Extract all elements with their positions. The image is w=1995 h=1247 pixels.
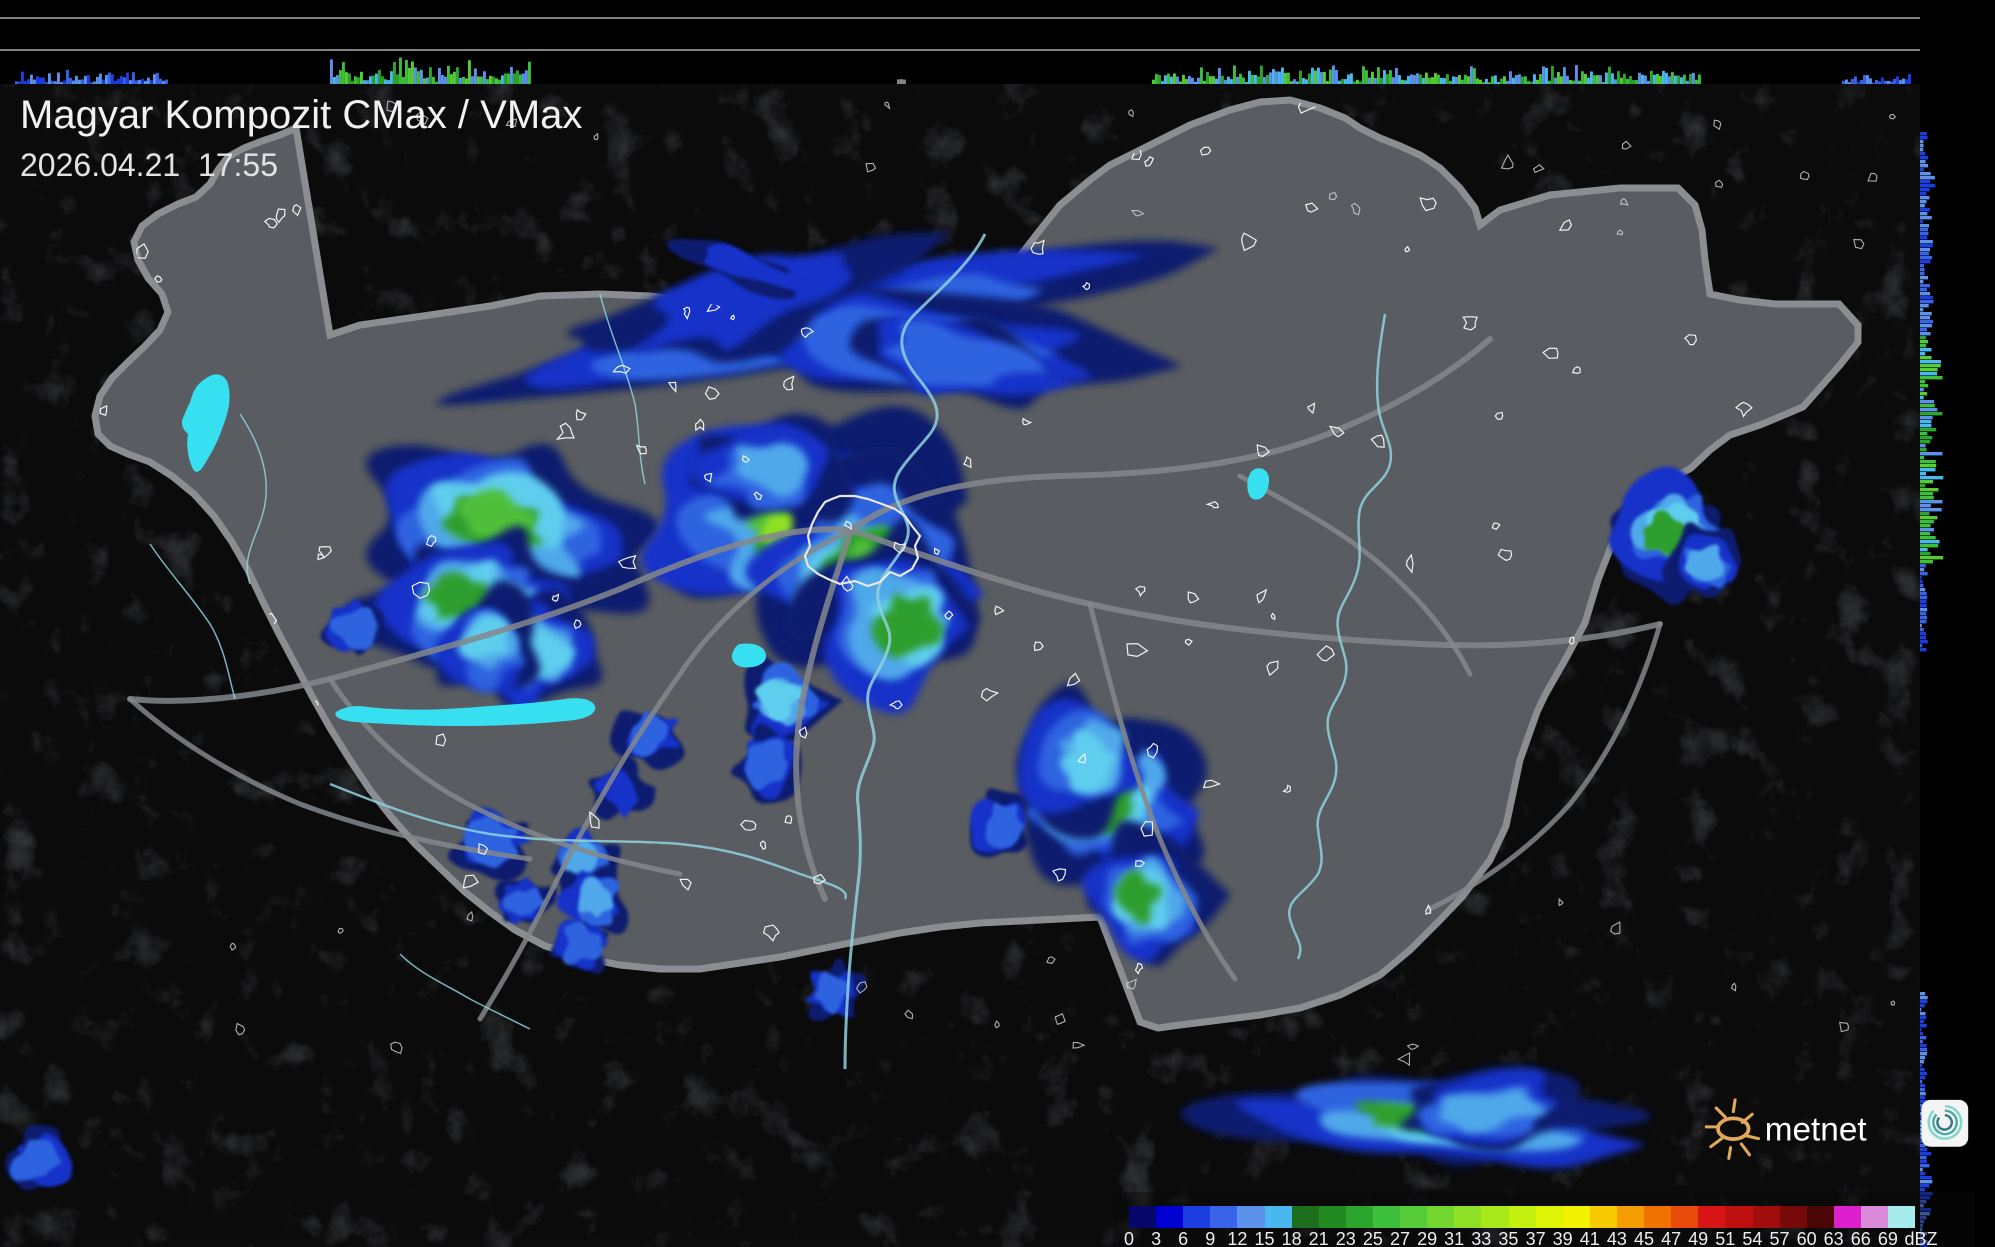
svg-text:metnet: metnet: [1765, 1111, 1867, 1148]
